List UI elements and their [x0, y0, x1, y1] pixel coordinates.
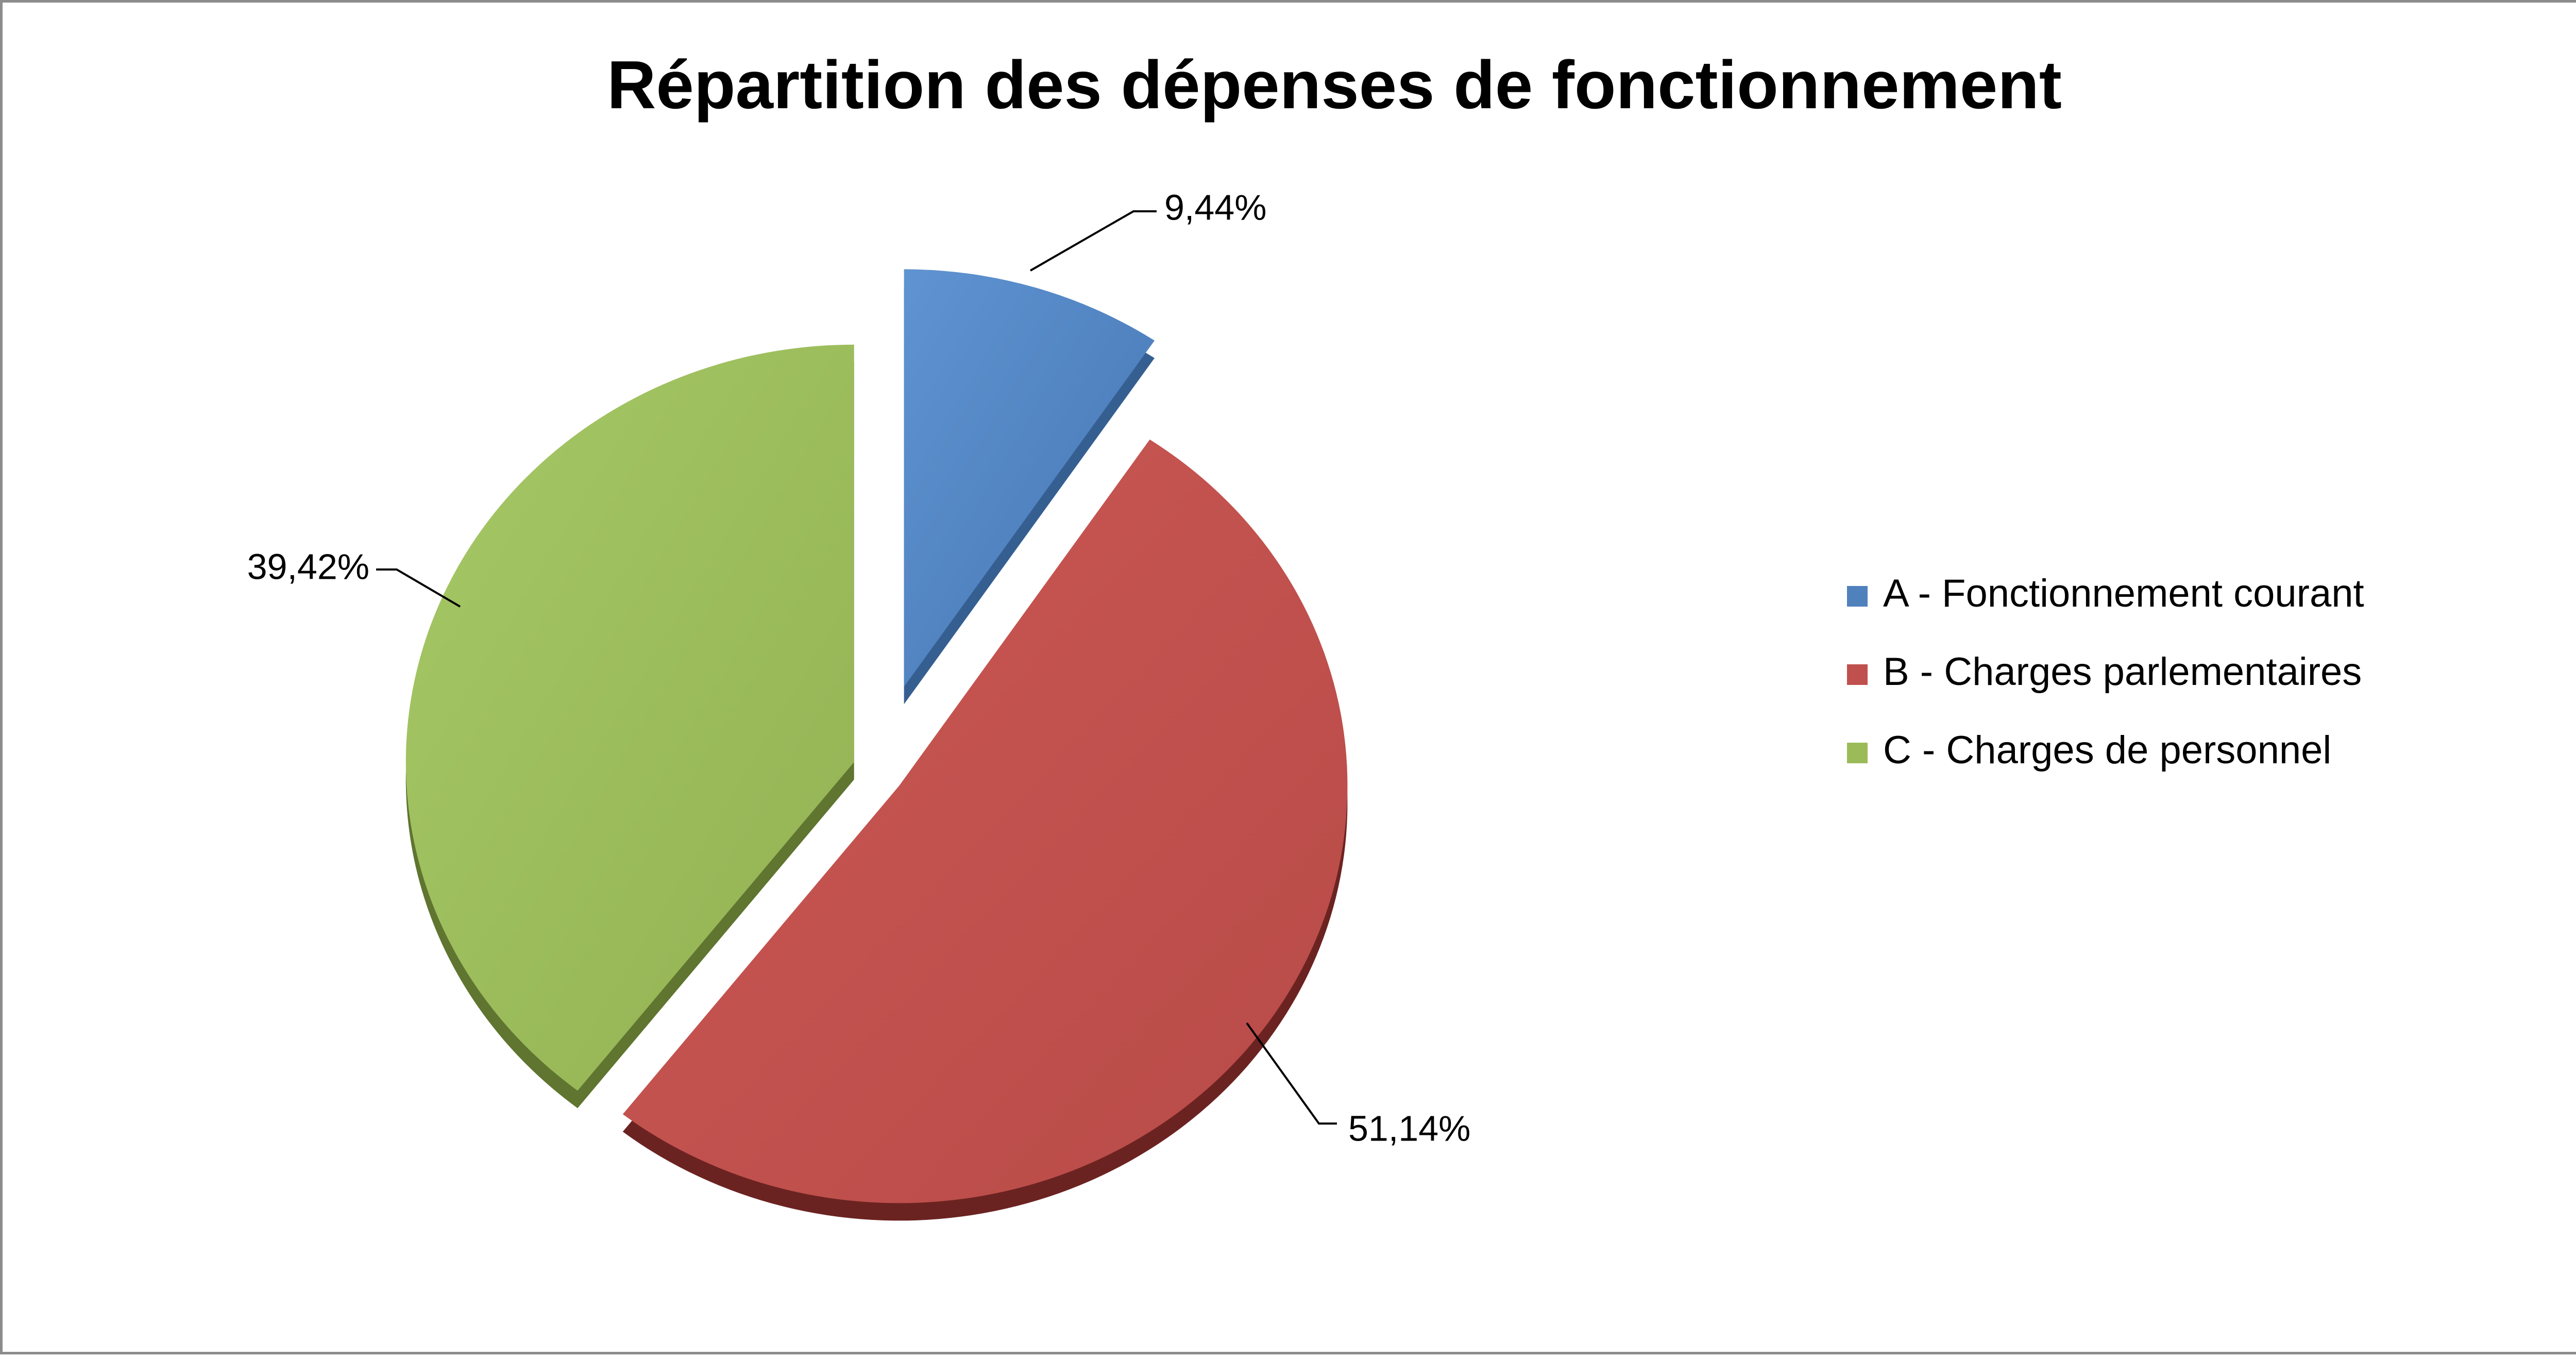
- legend-label-1: A - Fonctionnement courant: [1883, 572, 2364, 615]
- leader-line-2: [1246, 1022, 1337, 1125]
- data-label-3: 39,42%: [247, 546, 369, 587]
- legend-label-2: B - Charges parlementaires: [1883, 650, 2362, 694]
- leader-line-1: [1030, 210, 1157, 272]
- legend-swatch-1: [1847, 586, 1868, 607]
- legend-swatch-2: [1847, 664, 1868, 685]
- pie-slice-3: [405, 344, 854, 1091]
- pie-slices: [405, 269, 1348, 1221]
- pie-slice-2: [622, 439, 1348, 1203]
- legend: A - Fonctionnement courant B - Charges pa…: [1847, 572, 2364, 772]
- data-labels: 9,44% 51,14% 39,42%: [247, 187, 1471, 1148]
- data-label-2: 51,14%: [1348, 1108, 1470, 1148]
- pie-slice-1: [904, 269, 1155, 687]
- leader-line-3: [376, 568, 461, 608]
- chart-title: Répartition des dépenses de fonctionneme…: [607, 47, 2062, 123]
- legend-label-3: C - Charges de personnel: [1883, 728, 2331, 772]
- pie-chart: Répartition des dépenses de fonctionneme…: [247, 47, 2364, 1221]
- legend-swatch-3: [1847, 743, 1868, 763]
- data-label-1: 9,44%: [1164, 187, 1266, 227]
